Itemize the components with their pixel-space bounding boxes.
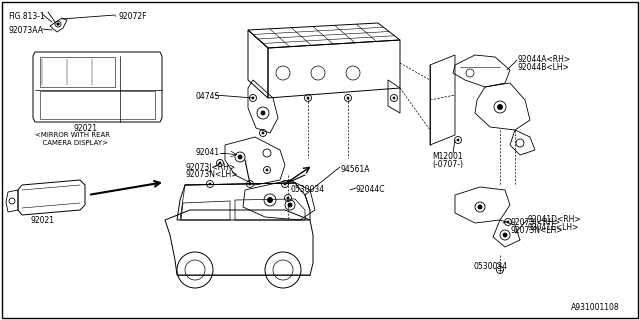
Text: 92073J<RH>: 92073J<RH>: [185, 163, 235, 172]
Circle shape: [287, 197, 289, 199]
Circle shape: [393, 97, 395, 99]
Circle shape: [347, 97, 349, 99]
Text: 92021: 92021: [30, 216, 54, 225]
Text: 92073AA: 92073AA: [8, 26, 43, 35]
Circle shape: [57, 23, 60, 25]
Circle shape: [261, 111, 265, 115]
Circle shape: [252, 97, 254, 99]
Circle shape: [268, 197, 273, 203]
Circle shape: [457, 139, 459, 141]
Circle shape: [288, 203, 292, 207]
Circle shape: [478, 205, 482, 209]
Circle shape: [266, 169, 268, 171]
Text: 0474S: 0474S: [195, 92, 220, 101]
Circle shape: [507, 221, 509, 223]
Circle shape: [307, 97, 309, 99]
Text: 92044A<RH>: 92044A<RH>: [518, 55, 571, 64]
Text: 0530034: 0530034: [290, 185, 324, 194]
Circle shape: [262, 132, 264, 134]
Circle shape: [497, 105, 502, 109]
Bar: [40, 57, 115, 87]
Text: CAMERA DISPLAY>: CAMERA DISPLAY>: [38, 140, 108, 146]
Bar: [40, 91, 155, 119]
Text: 0530034: 0530034: [473, 262, 507, 271]
Text: 92044B<LH>: 92044B<LH>: [518, 63, 570, 72]
Circle shape: [219, 162, 221, 164]
Circle shape: [209, 183, 211, 185]
Text: (-0707-): (-0707-): [432, 160, 463, 169]
Circle shape: [284, 183, 286, 185]
Text: 92044C: 92044C: [355, 185, 385, 194]
Text: 92041E<LH>: 92041E<LH>: [527, 223, 579, 232]
Text: FIG.813-1: FIG.813-1: [8, 12, 45, 21]
Text: 94561A: 94561A: [340, 165, 369, 174]
Text: 92073N<LH>: 92073N<LH>: [510, 226, 563, 235]
Circle shape: [249, 183, 251, 185]
Text: 92041: 92041: [195, 148, 219, 157]
Text: 92041D<RH>: 92041D<RH>: [527, 215, 580, 224]
Text: 92072F: 92072F: [118, 12, 147, 21]
Circle shape: [238, 155, 242, 159]
Text: M12001: M12001: [432, 152, 463, 161]
Circle shape: [503, 233, 507, 237]
Text: 92073N<LH>: 92073N<LH>: [185, 170, 237, 179]
Text: <MIRROR WITH REAR: <MIRROR WITH REAR: [35, 132, 110, 138]
Text: 92021: 92021: [73, 124, 97, 133]
Text: 92073J<RH>: 92073J<RH>: [510, 218, 560, 227]
Text: A931001108: A931001108: [572, 303, 620, 312]
